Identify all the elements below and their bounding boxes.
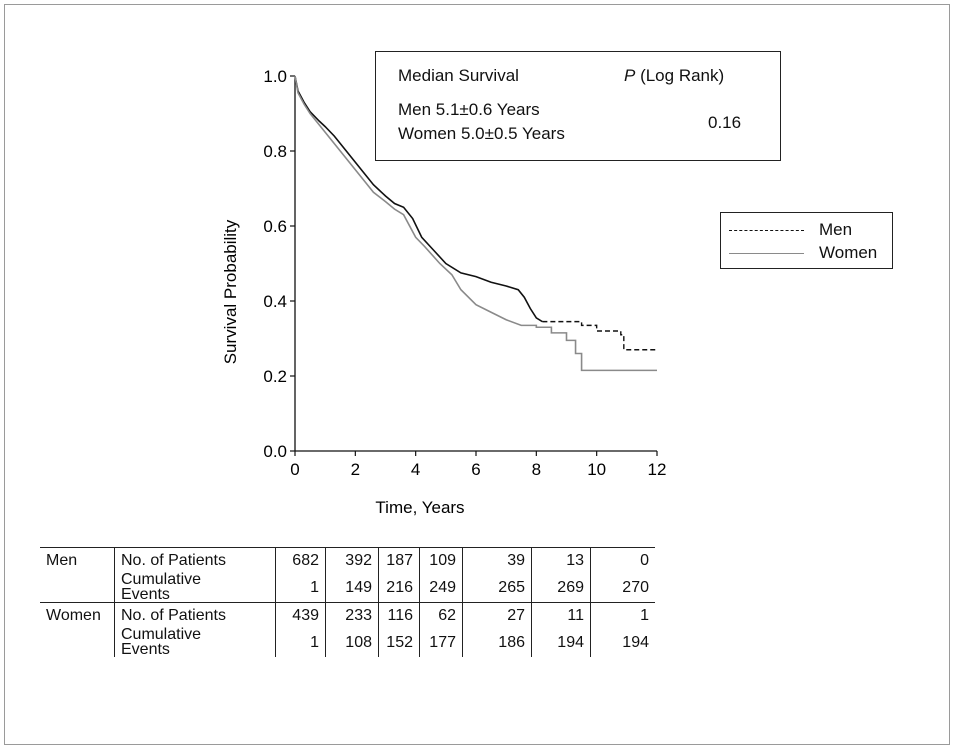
table-cell: 109 [419, 547, 463, 572]
legend-item-women: Women [729, 243, 889, 263]
y-tick-label: 0.8 [263, 142, 287, 161]
table-cell: 39 [462, 547, 532, 572]
table-cell: 682 [275, 547, 326, 572]
y-tick-label: 0.0 [263, 442, 287, 461]
x-axis-label: Time, Years [375, 498, 464, 517]
table-cell: 1 [275, 572, 326, 603]
y-tick-label: 0.2 [263, 367, 287, 386]
table-cell: 265 [462, 572, 532, 603]
women-median-survival: Women 5.0±0.5 Years [398, 124, 565, 143]
table-row-women-patients: Women No. of Patients 439 233 116 62 27 … [40, 602, 655, 627]
men-median-survival: Men 5.1±0.6 Years [398, 100, 540, 119]
chart-axes: 0 2 4 6 8 10 12 0.0 0.2 0.4 0.6 0.8 1.0 [263, 67, 666, 479]
table-cell: 108 [325, 627, 379, 657]
table-cell: 269 [531, 572, 591, 603]
row-label: No. of Patients [114, 602, 276, 627]
legend-label-men: Men [819, 220, 853, 239]
number-at-risk-table: Men No. of Patients 682 392 187 109 39 1… [40, 547, 655, 658]
table-cell: 194 [531, 627, 591, 657]
x-tick-label: 10 [587, 460, 606, 479]
table-row-women-events: Cumulative Events 1 108 152 177 186 194 1… [40, 627, 655, 658]
table-cell: 187 [378, 547, 420, 572]
figure-frame [4, 4, 950, 745]
table-cell: 177 [419, 627, 463, 657]
table-cell: 194 [590, 627, 655, 657]
y-tick-label: 0.6 [263, 217, 287, 236]
table-cell: 1 [275, 627, 326, 657]
table-row-men-events: Cumulative Events 1 149 216 249 265 269 2… [40, 572, 655, 603]
table-cell: 152 [378, 627, 420, 657]
series-line-men-tail [542, 320, 657, 351]
row-label: No. of Patients [114, 547, 276, 572]
table-cell: 233 [325, 602, 379, 627]
group-label-men: Men [40, 547, 115, 572]
row-label: Cumulative Events [114, 572, 276, 603]
table-cell: 116 [378, 602, 420, 627]
chart-curves [294, 75, 657, 372]
table-cell: 0 [590, 547, 655, 572]
x-tick-label: 12 [648, 460, 667, 479]
series-line-men [294, 75, 543, 323]
x-tick-label: 2 [351, 460, 360, 479]
table-cell: 11 [531, 602, 591, 627]
table-cell: 13 [531, 547, 591, 572]
y-tick-label: 1.0 [263, 67, 287, 86]
table-cell: 216 [378, 572, 420, 603]
legend-item-men: Men [729, 220, 889, 240]
table-cell: 62 [419, 602, 463, 627]
p-value: 0.16 [708, 113, 742, 132]
table-cell: 1 [590, 602, 655, 627]
table-row-men-patients: Men No. of Patients 682 392 187 109 39 1… [40, 547, 655, 572]
table-cell: 392 [325, 547, 379, 572]
x-tick-label: 8 [532, 460, 541, 479]
table-cell: 186 [462, 627, 532, 657]
median-survival-box: Median Survival P (Log Rank) Men 5.1±0.6… [375, 51, 781, 161]
y-tick-label: 0.4 [263, 292, 287, 311]
y-axis-label: Survival Probability [221, 219, 240, 364]
median-survival-header: Median Survival [398, 66, 519, 85]
x-tick-label: 0 [290, 460, 299, 479]
legend-label-women: Women [819, 243, 878, 262]
legend: Men Women [720, 212, 893, 269]
log-rank-header: P (Log Rank) [624, 66, 725, 85]
series-line-women [294, 75, 657, 372]
row-label: Cumulative Events [114, 627, 276, 658]
x-tick-label: 6 [471, 460, 480, 479]
table-cell: 270 [590, 572, 655, 603]
x-tick-label: 4 [411, 460, 420, 479]
men-line-swatch [729, 230, 804, 231]
table-cell: 149 [325, 572, 379, 603]
group-label-women: Women [40, 602, 115, 627]
table-cell: 249 [419, 572, 463, 603]
table-cell: 27 [462, 602, 532, 627]
table-cell: 439 [275, 602, 326, 627]
women-line-swatch [729, 253, 804, 254]
